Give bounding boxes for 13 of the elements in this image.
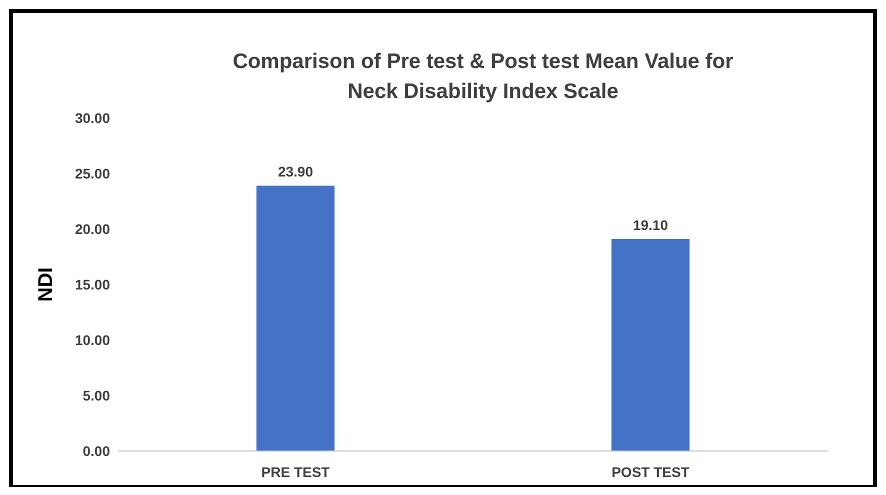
y-tick-label: 30.00	[74, 110, 110, 126]
y-axis-title: NDI	[35, 267, 57, 302]
data-label: 19.10	[632, 216, 668, 233]
y-tick-label: 5.00	[82, 387, 110, 404]
y-tick-label: 20.00	[74, 220, 110, 237]
chart-title: Comparison of Pre test & Post test Mean Value for Neck Disability Index Scale	[232, 50, 734, 103]
y-tick-label: 15.00	[74, 276, 110, 292]
y-tick-label: 25.00	[74, 165, 110, 182]
data-label: 23.90	[278, 164, 314, 180]
x-tick-label: PRE TEST	[261, 464, 330, 480]
y-tick-label: 0.00	[82, 442, 110, 459]
x-tick-label: POST TEST	[612, 464, 690, 480]
y-tick-label: 10.00	[74, 332, 110, 348]
